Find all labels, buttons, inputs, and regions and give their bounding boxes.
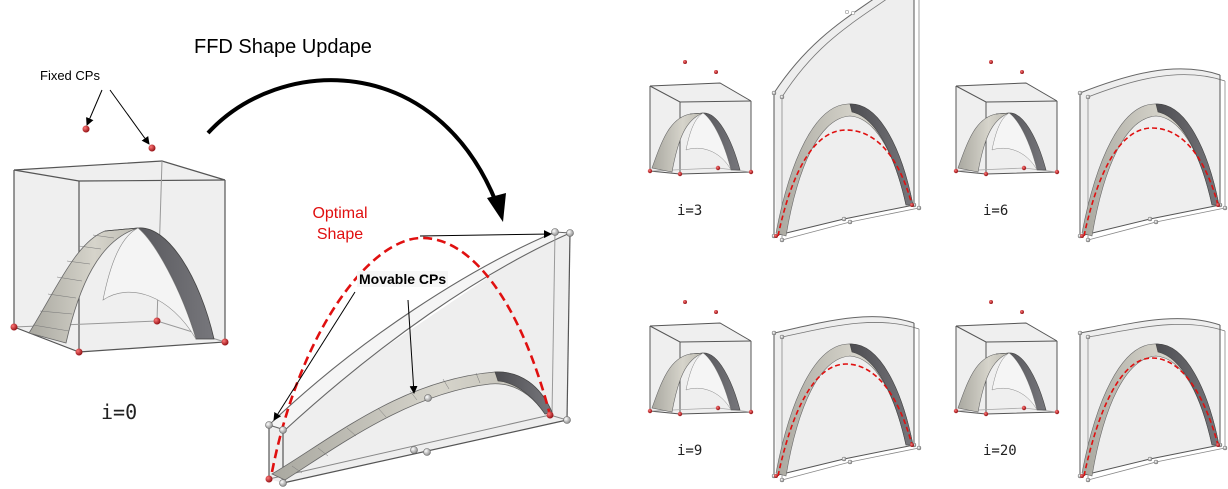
deformed-ffd-box: [267, 231, 571, 484]
optimal-shape-curve: [270, 236, 552, 473]
figure-title: FFD Shape Updape: [194, 36, 372, 58]
iteration-label-6: i=6: [983, 203, 1009, 219]
fixed-cps-label: Fixed CPs: [40, 68, 100, 83]
ffd-update-arrow: [206, 78, 506, 222]
iteration-label-20: i=20: [983, 443, 1017, 459]
panel-i6: [953, 60, 1228, 243]
iteration-panels: [647, 0, 1228, 483]
movable-cps-label: Movable CPs: [357, 271, 449, 287]
initial-control-points: [10, 125, 229, 356]
panel-i9: [647, 300, 922, 483]
initial-arch-surface: [28, 227, 215, 344]
optimal-shape-label-line1: Optimal: [312, 205, 368, 222]
panel-i20: [953, 300, 1228, 483]
iteration-label-0: i=0: [101, 400, 138, 424]
fixed-cps-pointers: [86, 89, 150, 145]
iteration-label-9: i=9: [677, 443, 703, 459]
panel-i3: [647, 0, 922, 243]
movable-control-points: [265, 228, 574, 487]
optimal-shape-label: Optimal Shape: [300, 203, 380, 245]
movable-cps-pointers: [273, 230, 552, 421]
iteration-label-3: i=3: [677, 203, 703, 219]
optimal-shape-label-line2: Shape: [316, 226, 364, 243]
